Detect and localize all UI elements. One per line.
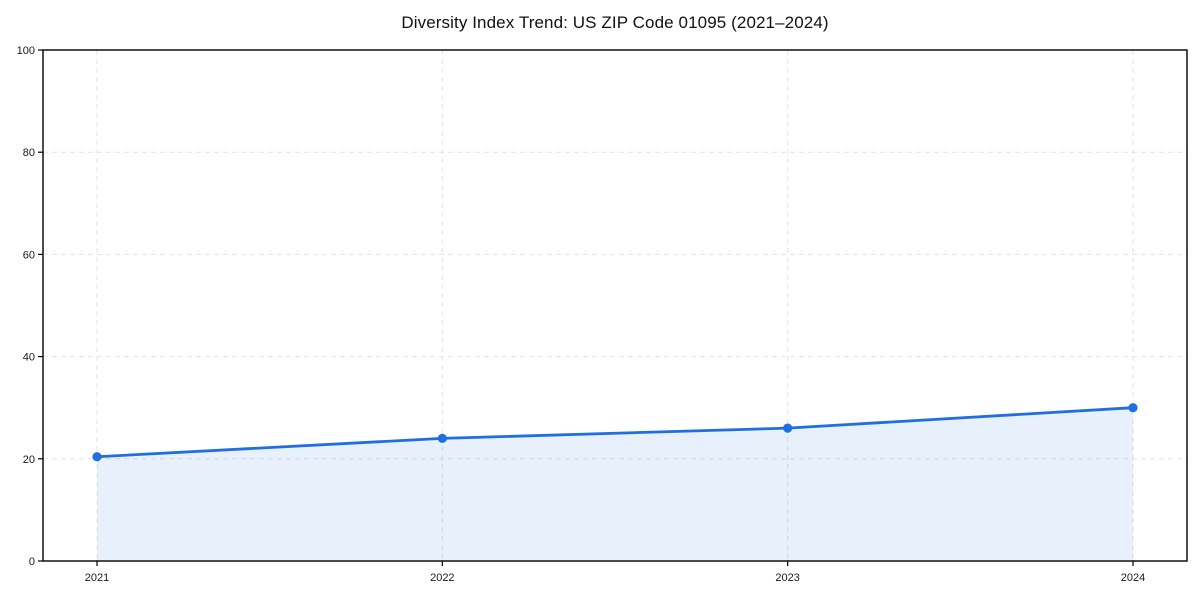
y-tick-label: 0 bbox=[29, 556, 35, 568]
y-tick-label: 80 bbox=[23, 147, 35, 159]
data-point bbox=[783, 423, 793, 433]
plot-frame bbox=[42, 49, 1188, 562]
y-tick-label: 60 bbox=[23, 249, 35, 261]
data-point bbox=[1128, 403, 1138, 413]
x-tick-label: 2021 bbox=[85, 572, 109, 584]
area-fill bbox=[97, 407, 1133, 561]
data-point bbox=[92, 452, 102, 462]
x-tick-label: 2024 bbox=[1121, 572, 1145, 584]
x-tick-label: 2023 bbox=[775, 572, 799, 584]
x-tick-label: 2022 bbox=[430, 572, 454, 584]
y-tick-label: 20 bbox=[23, 454, 35, 466]
y-tick-label: 40 bbox=[23, 352, 35, 364]
trend-line bbox=[95, 406, 1135, 459]
y-tick-label: 100 bbox=[17, 45, 35, 57]
data-point bbox=[437, 433, 447, 443]
chart-title: Diversity Index Trend: US ZIP Code 01095… bbox=[401, 13, 829, 32]
